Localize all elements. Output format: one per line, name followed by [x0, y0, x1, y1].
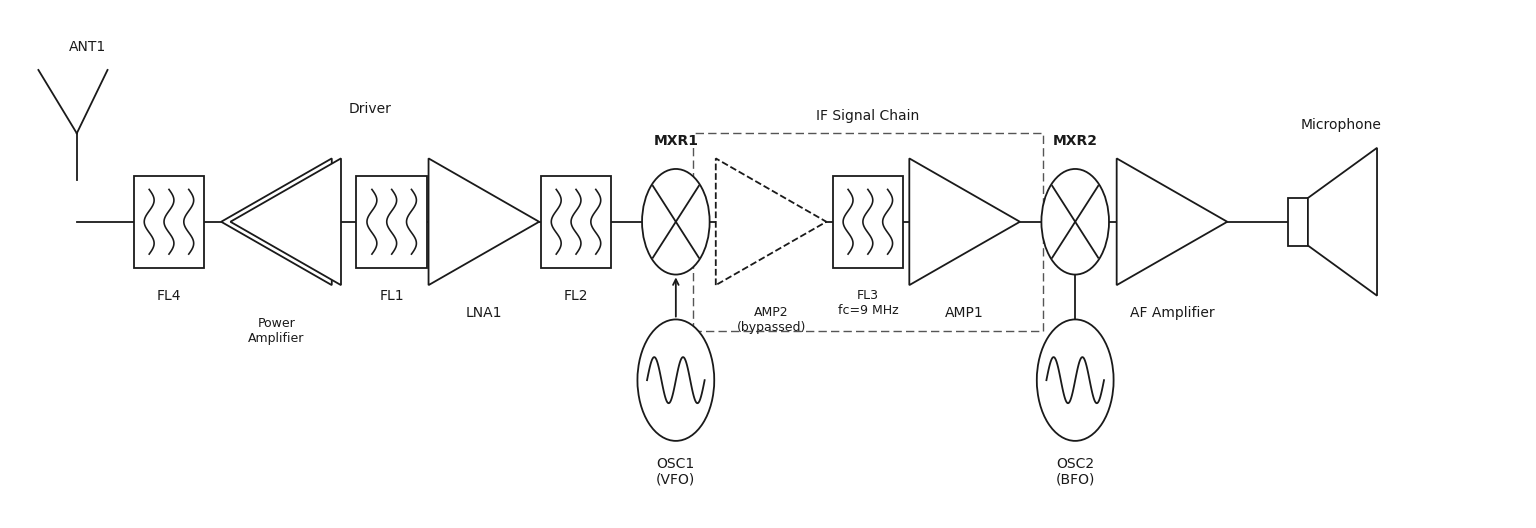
- Ellipse shape: [1037, 319, 1114, 441]
- Ellipse shape: [642, 169, 710, 275]
- Bar: [1287, 198, 1307, 246]
- Text: FL1: FL1: [379, 289, 404, 303]
- Polygon shape: [716, 158, 826, 285]
- Bar: [833, 176, 903, 268]
- Text: Microphone: Microphone: [1301, 118, 1381, 132]
- Ellipse shape: [637, 319, 714, 441]
- Bar: [356, 176, 427, 268]
- Text: FL2: FL2: [564, 289, 588, 303]
- Polygon shape: [1117, 158, 1227, 285]
- Text: AMP1: AMP1: [945, 306, 985, 320]
- Text: IF Signal Chain: IF Signal Chain: [816, 109, 920, 122]
- Text: Driver: Driver: [349, 102, 392, 116]
- Text: OSC2
(BFO): OSC2 (BFO): [1055, 457, 1095, 487]
- Text: OSC1
(VFO): OSC1 (VFO): [656, 457, 696, 487]
- Text: ANT1: ANT1: [69, 40, 106, 54]
- Text: Power
Amplifier: Power Amplifier: [249, 317, 304, 345]
- Text: LNA1: LNA1: [465, 306, 502, 320]
- Bar: [541, 176, 611, 268]
- Text: AF Amplifier: AF Amplifier: [1129, 306, 1215, 320]
- Text: MXR1: MXR1: [653, 134, 699, 148]
- Polygon shape: [909, 158, 1020, 285]
- Polygon shape: [230, 158, 341, 285]
- Text: AMP2
(bypassed): AMP2 (bypassed): [736, 306, 806, 334]
- Polygon shape: [221, 158, 332, 285]
- Text: FL3
fc=9 MHz: FL3 fc=9 MHz: [837, 289, 899, 317]
- Ellipse shape: [1041, 169, 1109, 275]
- Bar: [134, 176, 204, 268]
- Polygon shape: [429, 158, 539, 285]
- Text: FL4: FL4: [157, 289, 181, 303]
- Bar: [693, 133, 1043, 332]
- Text: MXR2: MXR2: [1052, 134, 1098, 148]
- Polygon shape: [1307, 148, 1376, 296]
